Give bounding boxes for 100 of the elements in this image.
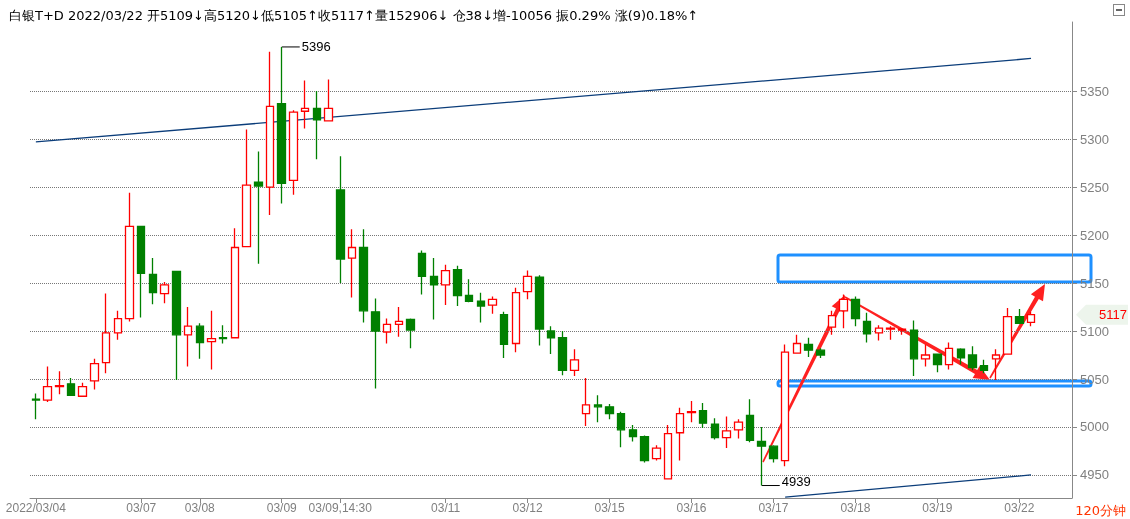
candlestick (1026, 311, 1036, 327)
candlestick (909, 319, 919, 377)
candlestick (101, 292, 111, 374)
candlestick (991, 348, 1001, 381)
candlestick (405, 317, 416, 349)
x-tick-label: 03/16 (676, 501, 707, 515)
candlestick (897, 327, 907, 336)
candlestick (874, 324, 884, 342)
candlestick (792, 334, 802, 354)
candlestick (265, 51, 275, 216)
x-tick-label: 03/07 (126, 501, 157, 515)
candlestick (347, 228, 357, 299)
candlestick (195, 322, 205, 360)
x-tick-label: 03/08 (184, 501, 216, 515)
candlestick (358, 228, 369, 324)
candlestick (89, 358, 100, 391)
candlestick (31, 392, 41, 420)
candlestick (710, 417, 720, 441)
candlestick (276, 46, 287, 205)
x-tick-label: 03/11 (431, 501, 461, 515)
candlestick (581, 377, 591, 427)
y-tick-label: 5200 (1080, 227, 1109, 243)
x-tick-label: 03/22 (1004, 501, 1035, 515)
candlestick (838, 293, 849, 329)
candlestick (593, 394, 603, 423)
candlestick (862, 312, 872, 344)
candlestick (499, 311, 509, 359)
x-tick-label: 03/17 (758, 501, 789, 515)
candlestick (803, 337, 814, 358)
candlestick (206, 310, 217, 371)
candlestick (979, 359, 989, 374)
y-tick-label: 5250 (1080, 179, 1109, 195)
candlestick (932, 353, 943, 373)
text: 5117 (1099, 307, 1127, 323)
candlestick (604, 403, 615, 420)
candlestick (487, 295, 498, 315)
candlestick (77, 382, 88, 397)
candlestick (815, 347, 826, 359)
candlestick (370, 297, 381, 390)
candlestick (557, 330, 568, 376)
candlestick (745, 398, 755, 443)
candlestick (66, 377, 76, 396)
x-tick-label: 03/15 (594, 501, 625, 515)
candlestick (429, 257, 439, 321)
candlestick (54, 370, 65, 395)
candlestick (756, 426, 767, 487)
candlestick (1002, 307, 1013, 355)
annotation: 4939 (781, 474, 811, 490)
candlestick (651, 444, 662, 462)
candlestick (464, 278, 474, 303)
x-tick-label: 2022/03/04 (5, 501, 67, 515)
x-tick-label: 03/19 (922, 501, 953, 515)
candlestick (136, 225, 146, 319)
x-tick-label: 03/12 (512, 501, 543, 515)
x-tick-label: 03/18 (840, 501, 871, 515)
candlestick (288, 109, 299, 196)
candlestick (440, 264, 451, 306)
candlestick (522, 269, 533, 300)
candlestick (230, 227, 240, 339)
candlestick (382, 317, 392, 345)
candlestick (335, 155, 346, 284)
candlestick (42, 365, 53, 403)
candlestick (394, 306, 404, 338)
x-tick-label: 03/09,14:30 (308, 501, 373, 515)
candlestick (124, 192, 135, 323)
candlestick (183, 306, 193, 368)
candlestick (417, 249, 427, 296)
candlestick (628, 424, 638, 443)
candlestick (312, 90, 322, 160)
candlestick (148, 257, 158, 305)
candlestick (780, 343, 790, 467)
candlestick (686, 400, 697, 423)
annotation: 5396 (301, 39, 331, 55)
y-tick-label: 5100 (1080, 323, 1109, 339)
candlestick (253, 150, 264, 265)
candlestick (768, 444, 779, 464)
candlestick (885, 325, 896, 341)
candlestick (733, 418, 744, 440)
candlestick (452, 265, 463, 307)
y-tick-label: 5300 (1080, 131, 1109, 147)
candlestick (113, 310, 123, 341)
y-tick-label: 5050 (1080, 371, 1109, 387)
chart-title: 白银T+D 2022/03/22 开5109↓高5120↓低5105↑收5117↑量152906↓ 仓38↓增-10056 振0.29% 涨(9)0.18%↑ (9, 8, 699, 23)
y-tick-label: 5350 (1080, 83, 1109, 99)
candlestick (956, 347, 966, 366)
candlestick (546, 325, 556, 355)
candlestick (511, 287, 521, 353)
x-tick-label: 03/09 (266, 501, 298, 515)
candlestick (476, 291, 486, 324)
candlestick (827, 310, 837, 336)
candlestick (698, 402, 708, 429)
candlestick (241, 128, 252, 248)
candlestick (159, 281, 170, 304)
candlestick (675, 407, 685, 462)
candlestick (1014, 308, 1025, 324)
candlestick (218, 324, 228, 345)
candlestick (944, 341, 954, 371)
candlestick (850, 295, 861, 327)
candlestick (171, 270, 182, 381)
candlestick (616, 410, 626, 448)
